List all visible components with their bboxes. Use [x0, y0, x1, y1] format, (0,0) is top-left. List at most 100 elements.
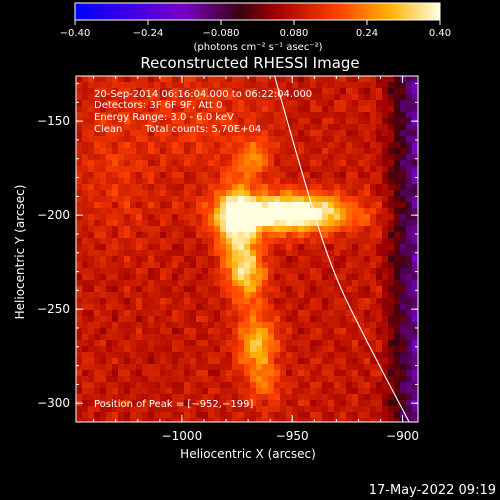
heatmap-cell	[346, 310, 353, 317]
heatmap-cell	[310, 340, 317, 347]
heatmap-cell	[298, 214, 305, 221]
heatmap-cell	[352, 238, 359, 245]
heatmap-cell	[124, 124, 131, 131]
heatmap-cell	[394, 316, 401, 323]
heatmap-cell	[148, 124, 155, 131]
heatmap-cell	[334, 394, 341, 401]
heatmap-cell	[184, 184, 191, 191]
heatmap-cell	[100, 382, 107, 389]
heatmap-cell	[196, 112, 203, 119]
heatmap-cell	[250, 142, 257, 149]
heatmap-cell	[406, 400, 413, 407]
heatmap-cell	[262, 226, 269, 233]
heatmap-cell	[220, 394, 227, 401]
heatmap-cell	[346, 244, 353, 251]
heatmap-cell	[358, 148, 365, 155]
heatmap-cell	[406, 358, 413, 365]
heatmap-cell	[346, 262, 353, 269]
heatmap-cell	[190, 94, 197, 101]
heatmap-cell	[310, 292, 317, 299]
heatmap-cell	[202, 202, 209, 209]
heatmap-cell	[136, 298, 143, 305]
heatmap-cell	[136, 154, 143, 161]
heatmap-cell	[154, 184, 161, 191]
heatmap-cell	[190, 136, 197, 143]
heatmap-cell	[250, 268, 257, 275]
heatmap-cell	[106, 346, 113, 353]
heatmap-cell	[220, 400, 227, 407]
heatmap-cell	[340, 400, 347, 407]
heatmap-cell	[262, 256, 269, 263]
heatmap-cell	[256, 286, 263, 293]
heatmap-cell	[376, 418, 383, 422]
heatmap-cell	[166, 298, 173, 305]
heatmap-cell	[160, 412, 167, 419]
heatmap-cell	[94, 394, 101, 401]
heatmap-cell	[394, 322, 401, 329]
heatmap-cell	[340, 166, 347, 173]
heatmap-cell	[322, 412, 329, 419]
heatmap-cell	[166, 196, 173, 203]
heatmap-cell	[94, 334, 101, 341]
heatmap-cell	[412, 136, 418, 143]
heatmap-cell	[382, 136, 389, 143]
heatmap-cell	[166, 202, 173, 209]
heatmap-cell	[304, 394, 311, 401]
heatmap-cell	[196, 250, 203, 257]
heatmap-cell	[286, 196, 293, 203]
heatmap-cell	[178, 160, 185, 167]
heatmap-cell	[310, 142, 317, 149]
heatmap-cell	[106, 412, 113, 419]
heatmap-cell	[232, 394, 239, 401]
heatmap-cell	[412, 358, 418, 365]
heatmap-cell	[400, 184, 407, 191]
heatmap-cell	[340, 124, 347, 131]
heatmap-cell	[94, 160, 101, 167]
heatmap-cell	[76, 406, 83, 413]
heatmap-cell	[286, 106, 293, 113]
heatmap-cell	[262, 172, 269, 179]
heatmap-cell	[412, 304, 418, 311]
heatmap-cell	[412, 238, 418, 245]
heatmap-cell	[190, 184, 197, 191]
heatmap-cell	[148, 208, 155, 215]
heatmap-cell	[226, 328, 233, 335]
heatmap-cell	[94, 226, 101, 233]
heatmap-cell	[118, 364, 125, 371]
heatmap-cell	[358, 346, 365, 353]
heatmap-cell	[316, 178, 323, 185]
heatmap-cell	[334, 112, 341, 119]
heatmap-cell	[250, 256, 257, 263]
heatmap-cell	[298, 382, 305, 389]
heatmap-cell	[376, 316, 383, 323]
heatmap-cell	[262, 106, 269, 113]
heatmap-cell	[100, 274, 107, 281]
heatmap-cell	[100, 370, 107, 377]
heatmap-cell	[376, 322, 383, 329]
heatmap-cell	[178, 88, 185, 95]
heatmap-cell	[394, 352, 401, 359]
heatmap-cell	[370, 292, 377, 299]
heatmap-cell	[340, 286, 347, 293]
heatmap-cell	[172, 364, 179, 371]
heatmap-cell	[262, 406, 269, 413]
heatmap-cell	[328, 208, 335, 215]
heatmap-cell	[346, 256, 353, 263]
heatmap-cell	[376, 244, 383, 251]
heatmap-cell	[136, 232, 143, 239]
heatmap-cell	[232, 94, 239, 101]
heatmap-cell	[196, 400, 203, 407]
heatmap-cell	[172, 370, 179, 377]
heatmap-cell	[250, 124, 257, 131]
heatmap-cell	[370, 394, 377, 401]
heatmap-cell	[394, 94, 401, 101]
heatmap-cell	[382, 220, 389, 227]
heatmap-cell	[112, 118, 119, 125]
heatmap-cell	[298, 418, 305, 422]
heatmap-cell	[310, 256, 317, 263]
heatmap-cell	[304, 88, 311, 95]
heatmap-cell	[256, 382, 263, 389]
heatmap-cell	[298, 352, 305, 359]
heatmap-cell	[316, 190, 323, 197]
heatmap-cell	[412, 412, 418, 419]
